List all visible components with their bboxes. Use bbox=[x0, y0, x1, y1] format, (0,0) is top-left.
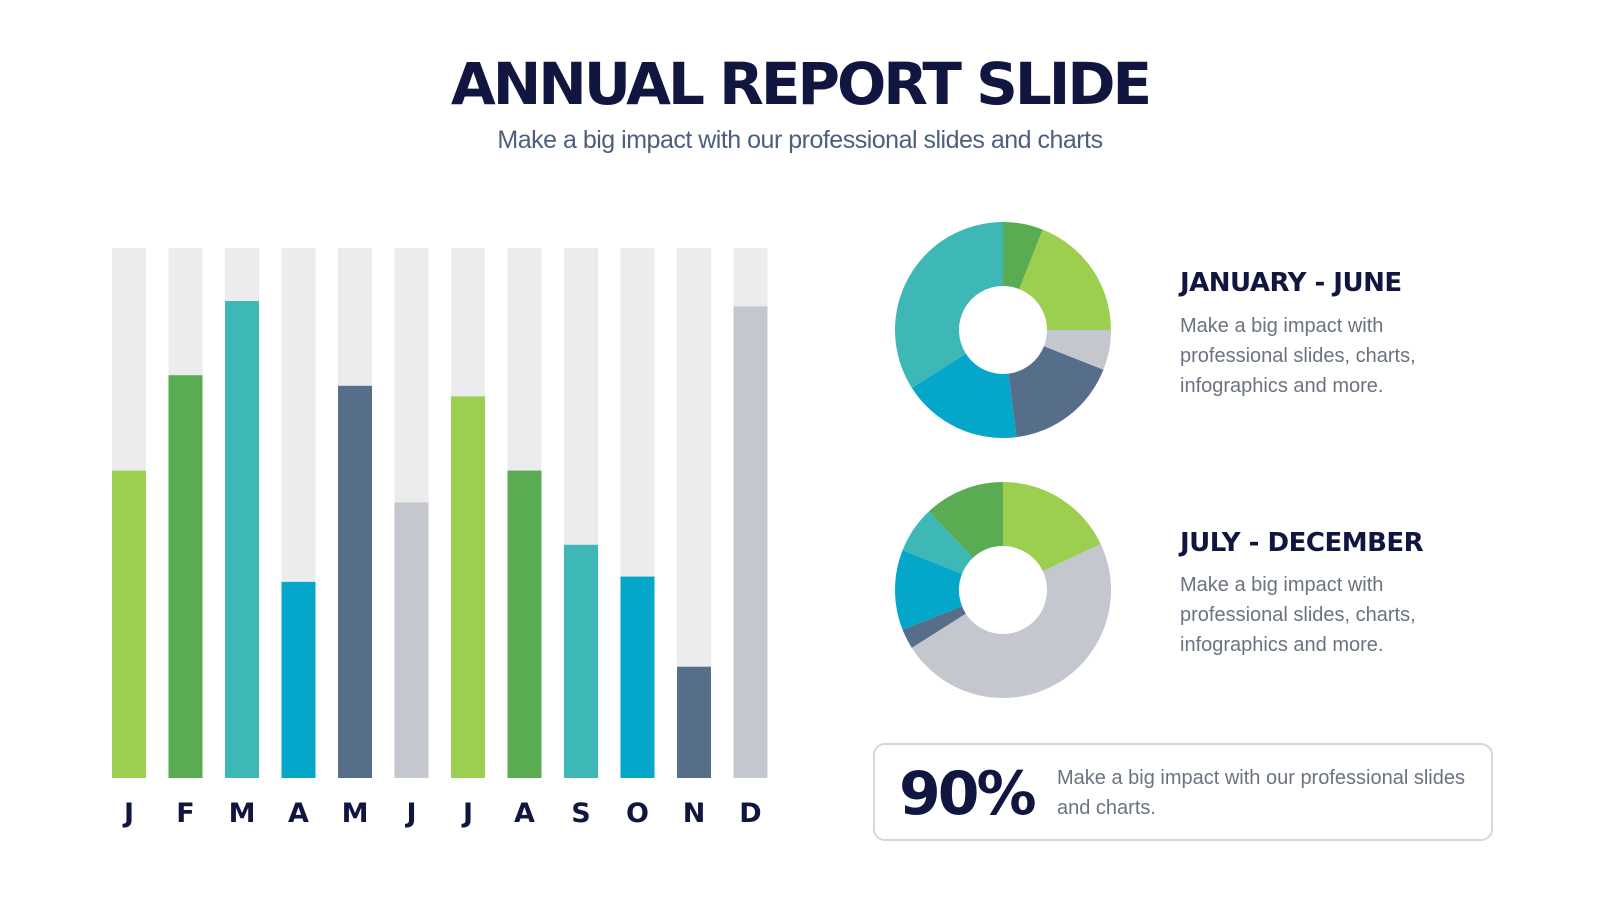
bar bbox=[338, 385, 372, 778]
x-tick-label: S bbox=[571, 798, 590, 829]
donut-slice bbox=[911, 353, 1017, 438]
stat-description: Make a big impact with our professional … bbox=[1057, 767, 1465, 819]
donut-slice bbox=[895, 550, 963, 630]
bar bbox=[620, 576, 655, 778]
bar bbox=[225, 301, 259, 778]
slide-title: ANNUAL REPORT SLIDE bbox=[450, 50, 1152, 118]
bar bbox=[451, 396, 485, 778]
bar bbox=[112, 470, 146, 778]
donut-slice bbox=[902, 606, 966, 648]
panel-text-jan-jun: Make a big impact with professional slid… bbox=[1180, 315, 1416, 397]
bar bbox=[564, 544, 598, 778]
panel-text-jul-dec: Make a big impact with professional slid… bbox=[1180, 574, 1416, 656]
x-tick-label: M bbox=[229, 798, 256, 829]
donut-chart-jan-jun bbox=[895, 222, 1111, 438]
donut-slice bbox=[1003, 482, 1101, 572]
donut-slice bbox=[1043, 330, 1111, 370]
bar bbox=[507, 470, 542, 778]
donut-slice bbox=[911, 544, 1111, 698]
slide-subtitle: Make a big impact with our professional … bbox=[497, 126, 1103, 154]
donut-slice bbox=[895, 222, 1003, 388]
donut-slice bbox=[1008, 346, 1104, 438]
x-tick-label: A bbox=[514, 798, 535, 829]
bar bbox=[168, 375, 203, 778]
stat-value: 90% bbox=[899, 759, 1037, 829]
x-tick-label: A bbox=[288, 798, 309, 829]
donut-chart-jul-dec bbox=[895, 482, 1111, 698]
x-tick-label: M bbox=[342, 798, 369, 829]
x-tick-label: J bbox=[404, 798, 416, 829]
x-tick-label: F bbox=[176, 798, 194, 829]
x-tick-label: N bbox=[683, 798, 706, 829]
bar bbox=[281, 581, 316, 778]
donut-slice bbox=[1019, 229, 1111, 330]
donut-slice bbox=[1003, 222, 1043, 290]
donut-slice bbox=[902, 511, 973, 574]
panel-heading-jul-dec: JULY - DECEMBER bbox=[1180, 528, 1424, 558]
panel-heading-jan-jun: JANUARY - JUNE bbox=[1180, 268, 1402, 298]
x-tick-label: O bbox=[626, 798, 649, 829]
bar bbox=[394, 502, 429, 778]
bar bbox=[733, 306, 768, 778]
donut-slice bbox=[929, 482, 1003, 558]
x-tick-label: D bbox=[739, 798, 761, 829]
x-tick-label: J bbox=[122, 798, 134, 829]
x-tick-label: J bbox=[461, 798, 473, 829]
bar bbox=[677, 666, 711, 778]
stat-card: 90% Make a big impact with our professio… bbox=[873, 743, 1493, 841]
